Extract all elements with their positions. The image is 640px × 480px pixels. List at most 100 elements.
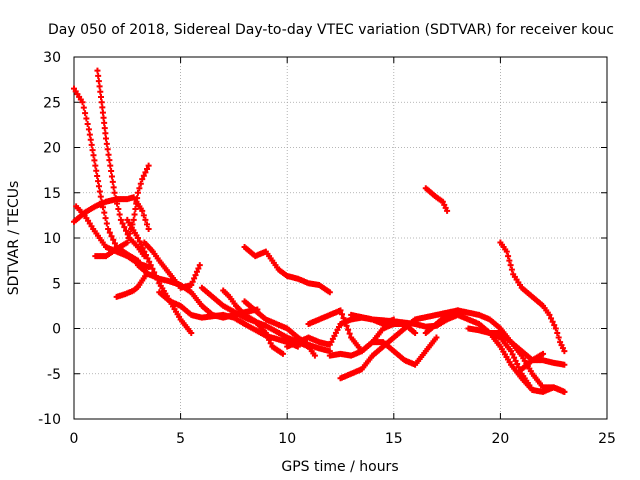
data-point (103, 140, 110, 147)
data-point (108, 168, 115, 175)
data-point (511, 354, 518, 361)
data-point (115, 206, 122, 213)
series-arc19 (348, 311, 536, 394)
x-axis-label: GPS time / hours (281, 459, 398, 475)
data-point (96, 188, 103, 195)
data-point (503, 248, 510, 255)
series-arc12 (220, 287, 286, 357)
data-point (326, 289, 333, 296)
data-point (146, 258, 153, 265)
data-point (87, 136, 94, 143)
data-point (555, 334, 562, 341)
series-arc2 (94, 67, 148, 260)
data-point (342, 319, 349, 326)
data-point (106, 229, 113, 236)
data-point (439, 198, 446, 205)
data-point (139, 176, 146, 183)
data-point (111, 240, 118, 247)
data-point (262, 330, 269, 337)
data-point (144, 165, 151, 172)
data-point (141, 248, 148, 255)
data-point (89, 147, 96, 154)
x-tick-labels: 0 5 10 15 20 25 (70, 431, 616, 447)
data-point (95, 183, 102, 190)
data-point (264, 333, 271, 340)
data-point (147, 262, 154, 269)
data-point (552, 325, 559, 332)
x-tick-label: 10 (278, 431, 296, 447)
data-point (267, 340, 274, 347)
data-point (104, 146, 111, 153)
data-point (137, 180, 144, 187)
data-point (142, 169, 149, 176)
data-point (343, 322, 350, 329)
y-axis-label: SDTVAR / TECUs (6, 181, 22, 296)
data-point (134, 195, 141, 202)
data-point (98, 99, 105, 106)
data-point (100, 114, 107, 121)
data-point (196, 262, 203, 269)
data-point (105, 225, 112, 232)
y-tick-label: 25 (43, 95, 61, 111)
data-point (554, 330, 561, 337)
y-tick-labels: -10 -5 0 5 10 15 20 25 30 (38, 50, 61, 428)
data-point (546, 311, 553, 318)
y-tick-label: 5 (52, 276, 61, 292)
data-point (133, 200, 140, 207)
data-point (108, 233, 115, 240)
data-point (136, 185, 143, 192)
data-point (110, 236, 117, 243)
data-point (142, 216, 149, 223)
data-point (189, 278, 196, 285)
data-point (110, 184, 117, 191)
y-tick-label: 20 (43, 141, 61, 157)
data-point (92, 162, 99, 169)
data-point (412, 330, 419, 337)
data-point (93, 167, 100, 174)
series-arc6 (113, 271, 150, 300)
x-tick-label: 5 (176, 431, 185, 447)
y-tick-label: -10 (38, 412, 61, 428)
data-point (86, 131, 93, 138)
x-tick-label: 15 (385, 431, 403, 447)
data-point (512, 357, 519, 364)
data-point (144, 221, 151, 228)
data-point (134, 235, 141, 241)
data-point (121, 224, 128, 231)
series-arc23 (497, 239, 568, 355)
data-point (82, 110, 89, 117)
data-point (94, 172, 101, 179)
series-arc17 (326, 334, 440, 368)
data-point (91, 157, 98, 164)
data-point (136, 238, 143, 245)
data-point (340, 315, 347, 322)
data-point (101, 209, 108, 216)
data-point (559, 345, 566, 352)
data-point (506, 257, 513, 264)
data-point (192, 272, 199, 279)
data-point (103, 220, 110, 227)
data-point (140, 212, 147, 219)
data-point (561, 361, 568, 368)
data-point (508, 266, 515, 273)
y-tick-label: 0 (52, 322, 61, 338)
data-point (558, 342, 565, 349)
data-point (109, 178, 116, 185)
data-point (85, 126, 92, 133)
data-point (84, 120, 91, 127)
data-point (116, 211, 123, 218)
data-point (107, 162, 114, 169)
y-tick-label: 30 (43, 50, 61, 66)
data-point (188, 330, 195, 337)
data-point (96, 83, 103, 90)
data-point (102, 215, 109, 222)
data-point (102, 135, 109, 142)
data-point (507, 262, 514, 269)
data-point (106, 157, 113, 164)
data-point (108, 173, 115, 180)
data-point (94, 67, 101, 74)
data-point (441, 201, 448, 208)
data-point (540, 350, 547, 357)
data-point (557, 339, 564, 346)
